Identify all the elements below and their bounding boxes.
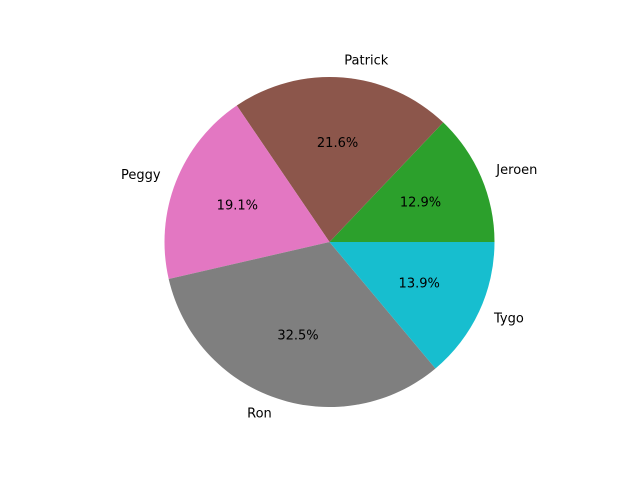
pie-slice-patrick bbox=[236, 77, 444, 242]
labels-layer: 12.9% Jeroen 21.6% Patrick 19.1% Peggy 32.5% Ro… bbox=[121, 54, 537, 422]
slice-label-patrick: Patrick bbox=[344, 54, 388, 69]
pct-label-tygo: 13.9% bbox=[399, 276, 440, 291]
pct-label-jeroen: 12.9% bbox=[400, 195, 441, 210]
slice-label-peggy: Peggy bbox=[121, 168, 161, 183]
slices-layer bbox=[164, 77, 495, 407]
pct-label-peggy: 19.1% bbox=[217, 198, 258, 213]
slice-label-tygo: Tygo bbox=[493, 311, 524, 326]
pie-slice-tygo bbox=[329, 242, 495, 369]
slice-label-ron: Ron bbox=[247, 407, 272, 422]
pie-slice-jeroen bbox=[329, 122, 495, 242]
pct-label-patrick: 21.6% bbox=[317, 136, 358, 151]
pie-slice-ron bbox=[168, 242, 436, 407]
slice-label-jeroen: Jeroen bbox=[495, 163, 537, 178]
pct-label-ron: 32.5% bbox=[277, 328, 318, 343]
pie-slice-peggy bbox=[164, 105, 330, 280]
